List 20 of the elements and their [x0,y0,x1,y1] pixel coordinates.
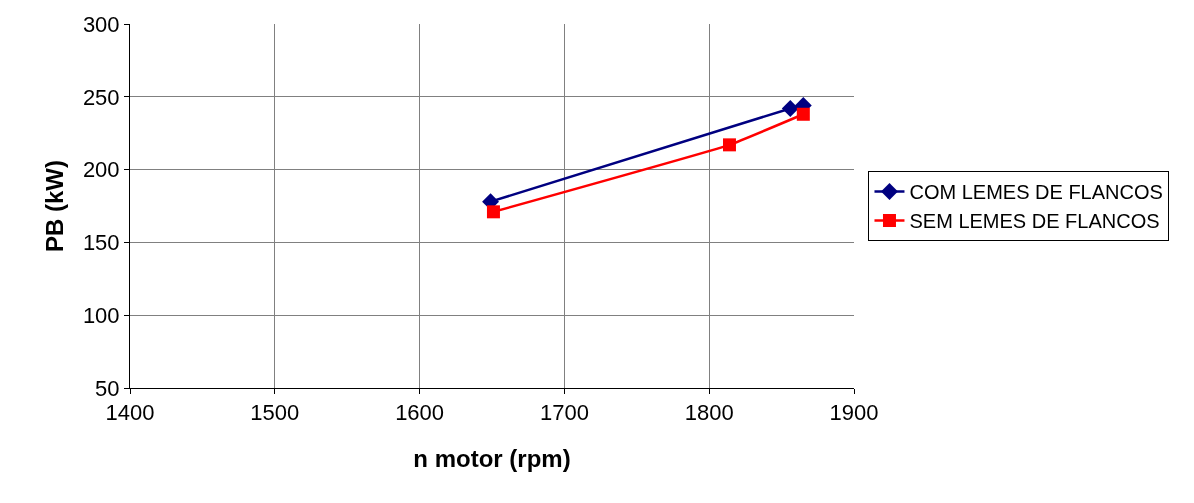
point [486,205,500,219]
y-tick-label: 250 [82,84,120,110]
y-tick-label: 300 [82,11,120,37]
y-tick-label: 150 [82,230,120,256]
point [781,100,799,117]
y-tick-label: 50 [95,375,120,401]
y-axis-title: PB (kW) [40,160,68,252]
legend-label: SEM LEMES DE FLANCOS [909,210,1160,233]
y-tick-label: 200 [82,157,120,183]
x-tick-label: 1900 [829,400,879,426]
x-tick-label: 1600 [395,400,445,426]
x-axis-title: n motor (rpm) [413,444,571,472]
x-tick-label: 1400 [105,400,155,426]
y-tick-label: 100 [82,302,120,328]
x-tick-label: 1800 [684,400,734,426]
legend-label: COM LEMES DE FLANCOS [909,181,1163,204]
x-tick-label: 1500 [250,400,300,426]
point [722,138,736,152]
x-tick-label: 1700 [539,400,589,426]
point [796,107,810,121]
